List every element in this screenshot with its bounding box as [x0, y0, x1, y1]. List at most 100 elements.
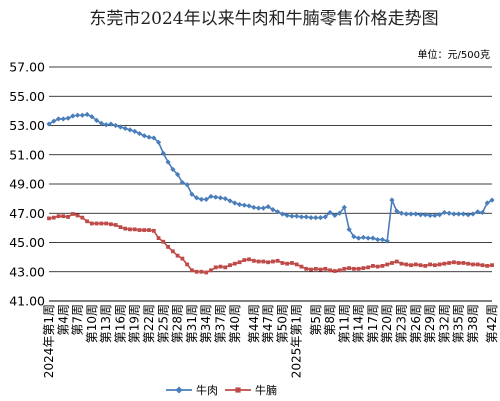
data-point	[46, 121, 52, 127]
data-point	[109, 222, 113, 227]
data-point	[123, 226, 128, 231]
data-point	[136, 130, 143, 137]
data-point	[190, 268, 194, 273]
data-point	[423, 264, 428, 268]
x-tick-label: 第37周	[213, 304, 227, 343]
data-point	[80, 215, 85, 220]
x-tick-label: 第42周	[485, 304, 499, 343]
legend: 牛肉 牛腩	[166, 383, 277, 397]
data-point	[413, 211, 419, 217]
data-point	[255, 205, 262, 211]
data-point	[55, 116, 62, 122]
legend-marker	[235, 387, 241, 393]
data-point	[490, 263, 494, 268]
data-point	[285, 261, 290, 266]
data-point	[365, 235, 371, 241]
x-tick-label: 第35周	[452, 304, 466, 343]
data-point	[437, 262, 442, 267]
data-point	[180, 256, 185, 261]
x-tick-label: 第16周	[113, 304, 127, 343]
data-point	[275, 258, 280, 263]
data-point	[451, 211, 457, 217]
data-point	[466, 261, 471, 266]
data-point	[66, 215, 70, 219]
data-point	[170, 249, 175, 254]
data-point	[122, 125, 128, 132]
data-point	[332, 212, 338, 219]
data-point	[142, 228, 147, 232]
data-point	[304, 266, 309, 271]
data-point	[175, 253, 180, 258]
x-tick-label: 第31周	[185, 304, 199, 343]
data-point	[328, 268, 332, 273]
data-point	[290, 261, 294, 265]
x-tick-label: 第11周	[337, 304, 351, 343]
unit-label: 单位：元/500克	[418, 48, 490, 61]
data-point	[127, 127, 133, 133]
x-tick-label: 第25周	[156, 304, 170, 343]
x-tick-label: 第17周	[366, 304, 380, 343]
data-point	[294, 213, 300, 219]
data-point	[275, 209, 281, 215]
data-point	[198, 196, 205, 202]
series-line	[48, 213, 493, 274]
data-point	[89, 221, 94, 226]
data-point	[118, 225, 123, 230]
y-axis-ticks: 57.00 55.00 53.00 51.00 49.00 47.00 45.00 43.00…	[9, 60, 45, 309]
data-point	[185, 262, 190, 267]
data-point	[103, 122, 109, 128]
data-point	[347, 266, 351, 270]
series-2	[47, 212, 494, 275]
data-point	[65, 115, 71, 121]
data-point	[484, 200, 490, 206]
data-point	[447, 261, 452, 265]
x-tick-label: 第19周	[128, 304, 142, 343]
data-point	[79, 112, 85, 118]
data-point	[441, 209, 447, 216]
data-point	[218, 264, 223, 269]
data-point	[318, 267, 323, 272]
data-point	[417, 212, 424, 218]
data-point	[117, 124, 124, 130]
data-point	[442, 261, 447, 266]
data-point	[475, 209, 481, 215]
data-point	[189, 191, 195, 197]
chart-title: 东莞市2024年以来牛肉和牛腩零售价格走势图	[89, 9, 438, 29]
data-point	[284, 212, 290, 219]
data-point	[74, 112, 81, 118]
data-point	[346, 226, 352, 232]
data-point	[460, 211, 467, 217]
data-point	[47, 216, 51, 221]
data-point	[70, 113, 76, 119]
data-point	[485, 264, 490, 268]
data-point	[242, 258, 247, 262]
data-point	[371, 264, 375, 268]
data-point	[56, 214, 61, 219]
x-tick-label: 第22周	[142, 304, 156, 343]
data-point	[451, 260, 456, 265]
data-point	[298, 214, 305, 220]
data-point	[170, 166, 176, 172]
data-point	[342, 266, 347, 271]
data-point	[260, 205, 266, 211]
data-point	[203, 196, 209, 202]
data-point	[404, 262, 409, 267]
x-tick-label: 第20周	[380, 304, 394, 343]
data-point	[471, 262, 475, 267]
data-point	[132, 227, 137, 232]
series-1	[46, 111, 495, 244]
x-tick-label: 第29周	[423, 304, 437, 343]
data-point	[256, 259, 261, 264]
data-point	[375, 264, 380, 269]
data-point	[113, 223, 118, 227]
data-point	[336, 210, 343, 216]
data-point	[432, 263, 437, 268]
data-point	[113, 122, 119, 129]
data-point	[360, 234, 366, 240]
data-point	[379, 236, 386, 243]
data-point	[341, 204, 347, 210]
data-point	[303, 214, 309, 220]
x-tick-label: 第8周	[323, 304, 337, 336]
data-point	[313, 215, 319, 221]
data-point	[155, 139, 162, 145]
